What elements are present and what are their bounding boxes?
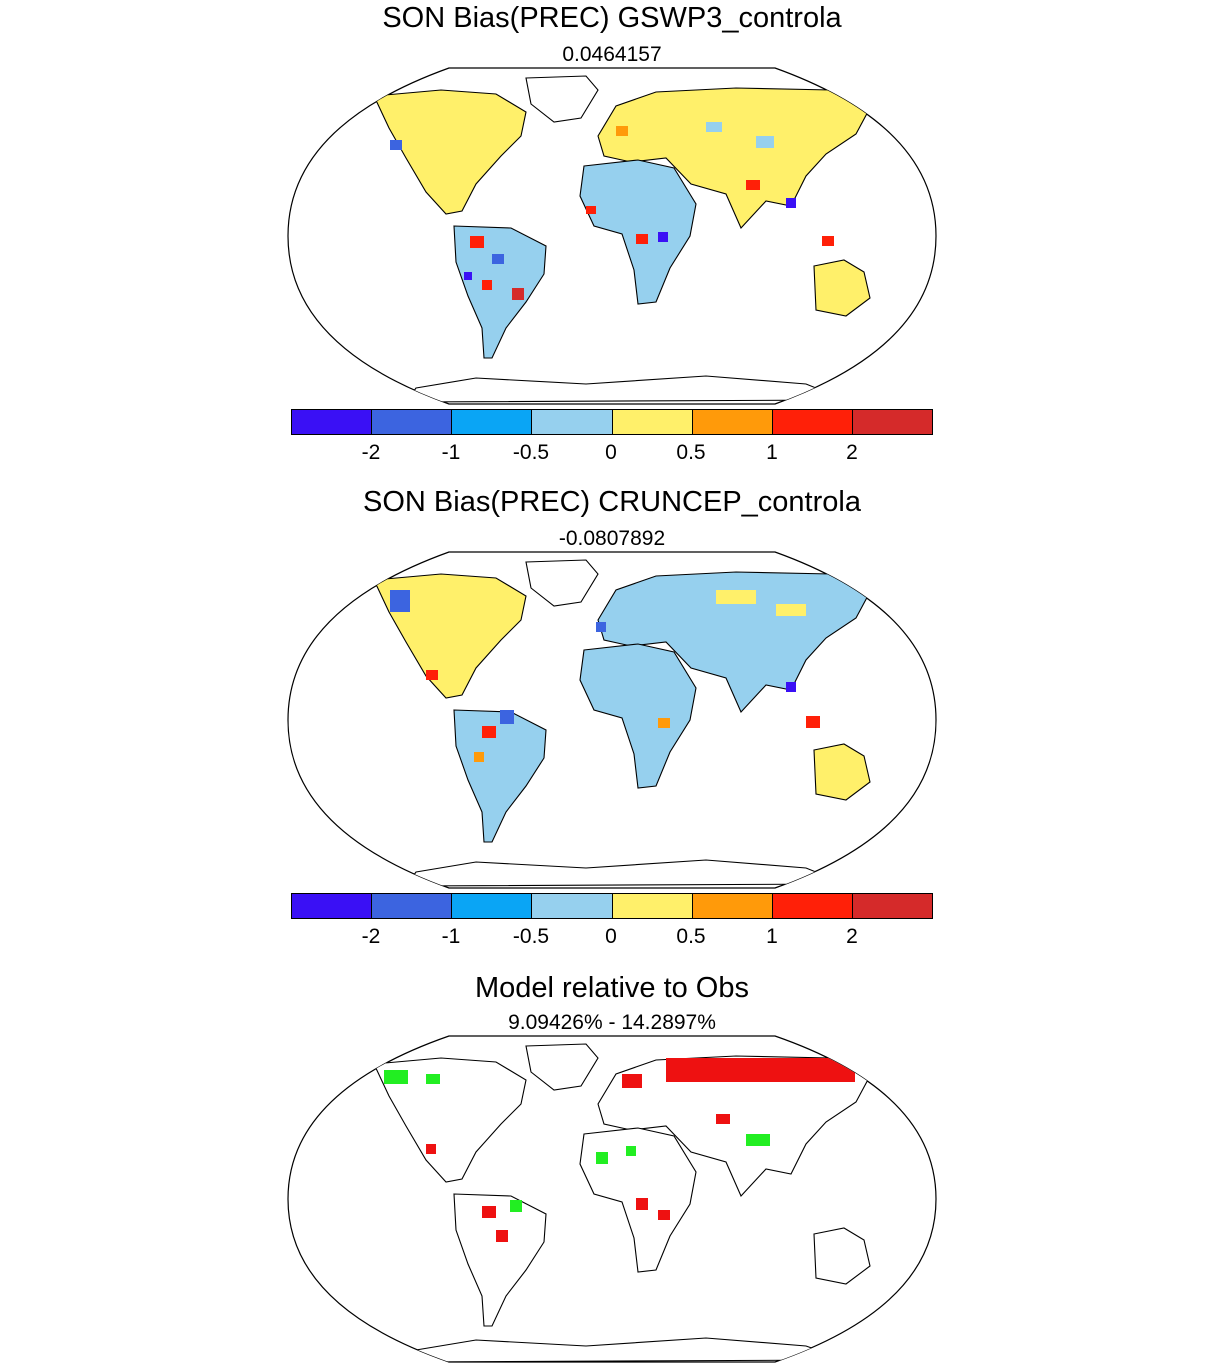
panel1-subtitle: 0.0464157 <box>562 43 662 66</box>
panel2-subtitle: -0.0807892 <box>558 527 666 550</box>
colorbar-1-tick: 1 <box>766 441 778 464</box>
eurasia <box>597 87 872 229</box>
colorbar-2-bin <box>692 894 773 918</box>
colorbar-1-bin <box>532 410 613 434</box>
north-america <box>373 89 527 215</box>
colorbar-1-ticks: -2 -1 -0.5 0 0.5 1 2 <box>0 441 1224 469</box>
panel2-title: SON Bias(PREC) CRUNCEP_controla <box>363 486 861 518</box>
colorbar-1-tick: -1 <box>441 441 461 464</box>
colorbar-2-ticks: -2 -1 -0.5 0 0.5 1 2 <box>0 925 1224 953</box>
colorbar-2-bin <box>612 894 693 918</box>
colorbar-2-tick: 1 <box>766 925 778 948</box>
colorbar-2-tick: 2 <box>846 925 858 948</box>
colorbar-1-bin <box>692 410 773 434</box>
colorbar-2-tick: -2 <box>361 925 381 948</box>
colorbar-1-bin <box>772 410 853 434</box>
panel3-title: Model relative to Obs <box>474 972 749 1004</box>
colorbar-1-tick: 0.5 <box>676 441 706 464</box>
colorbar-2-bin <box>292 894 373 918</box>
colorbar-2-bin <box>452 894 533 918</box>
colorbar-2-bin <box>772 894 853 918</box>
map-model-relative-to-obs <box>287 1035 937 1363</box>
colorbar-1-tick: 2 <box>846 441 858 464</box>
panel3-subtitle: 9.09426% - 14.2897% <box>508 1011 716 1034</box>
colorbar-2-tick: 0.5 <box>676 925 706 948</box>
colorbar-1-bin <box>452 410 533 434</box>
colorbar-1-bin <box>292 410 373 434</box>
map-gswp3-bias <box>287 67 937 405</box>
africa <box>579 159 697 305</box>
colorbar-2 <box>291 893 933 919</box>
colorbar-1 <box>291 409 933 435</box>
panel1-title: SON Bias(PREC) GSWP3_controla <box>382 2 842 34</box>
greenland <box>525 75 599 123</box>
south-america <box>453 225 547 359</box>
colorbar-1-bin <box>372 410 453 434</box>
colorbar-2-bin <box>852 894 932 918</box>
colorbar-1-bin <box>612 410 693 434</box>
colorbar-2-bin <box>372 894 453 918</box>
colorbar-2-tick: 0 <box>605 925 617 948</box>
colorbar-2-bin <box>532 894 613 918</box>
colorbar-1-bin <box>852 410 932 434</box>
antarctica <box>404 375 847 403</box>
colorbar-1-tick: 0 <box>605 441 617 464</box>
australia <box>813 259 871 317</box>
map-cruncep-bias <box>287 551 937 889</box>
colorbar-1-tick: -0.5 <box>512 441 550 464</box>
colorbar-2-tick: -1 <box>441 925 461 948</box>
colorbar-1-tick: -2 <box>361 441 381 464</box>
colorbar-2-tick: -0.5 <box>512 925 550 948</box>
